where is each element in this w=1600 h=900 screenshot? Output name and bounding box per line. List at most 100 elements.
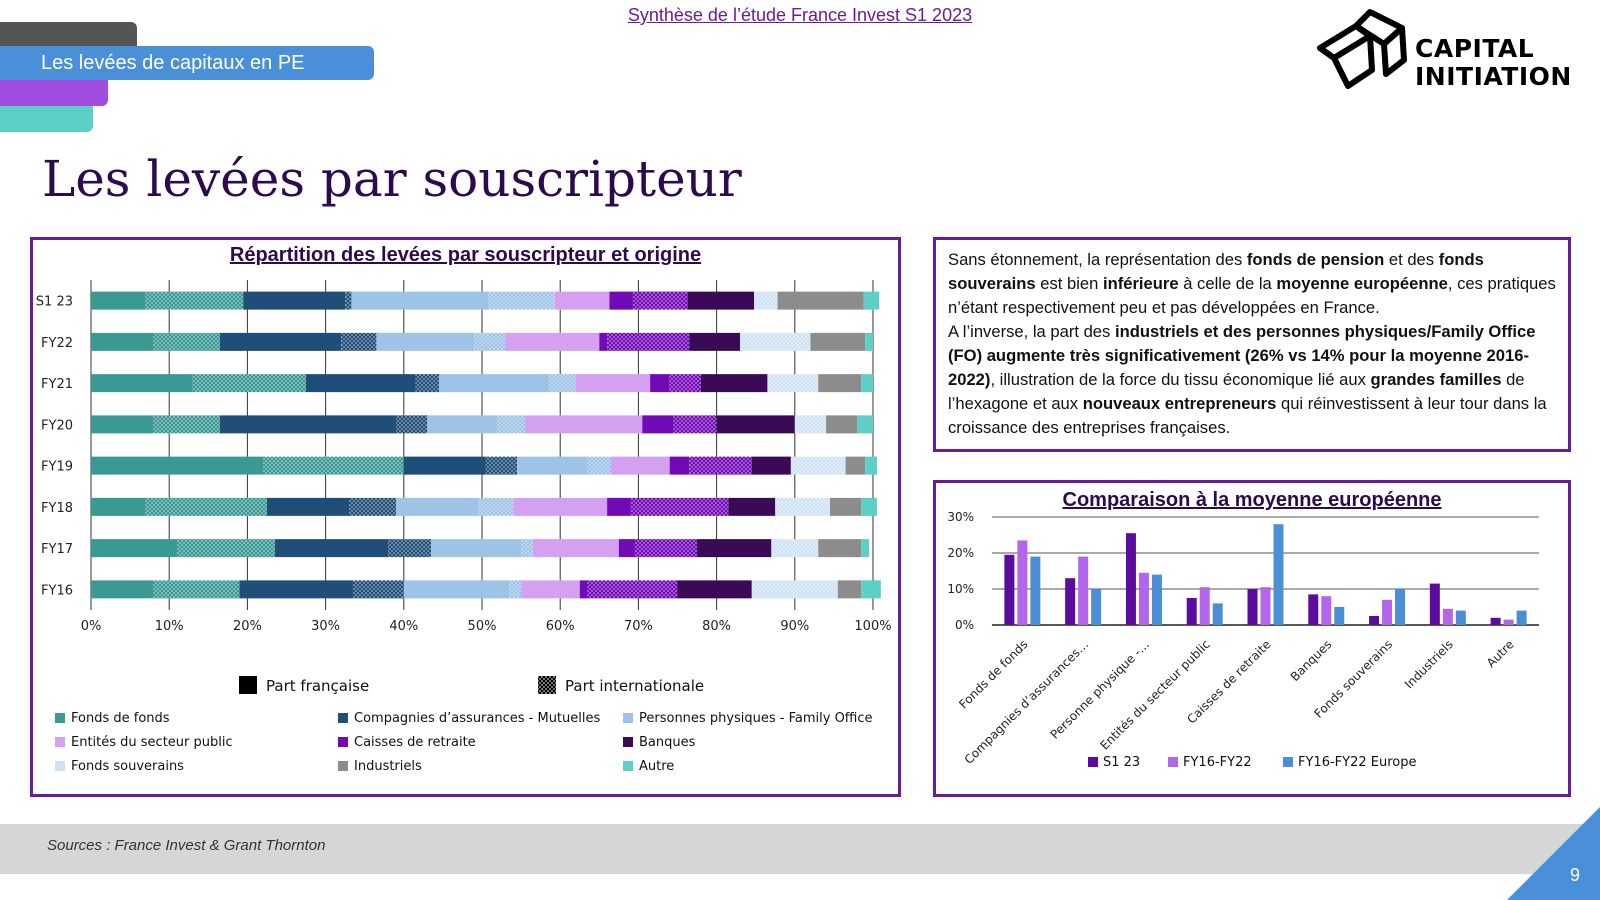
origin-legend-label: Part française: [266, 677, 369, 695]
bar-segment: [91, 539, 178, 558]
comparison-bar: [1382, 599, 1393, 625]
commentary-paragraph-1: Sans étonnement, la représentation des f…: [948, 248, 1558, 320]
bar-segment: [794, 415, 827, 434]
y-category-label: FY18: [41, 501, 73, 516]
section-tab: Les levées de capitaux en PE: [0, 46, 374, 80]
comparison-bar: [1151, 574, 1162, 625]
comparison-legend-swatch: [1283, 757, 1293, 767]
logo-text: CAPITAL INITIATION: [1415, 34, 1572, 91]
bar-segment: [609, 291, 633, 310]
bar-segment: [431, 539, 522, 558]
bar-segment: [861, 539, 870, 558]
comparison-bar: [1260, 587, 1271, 625]
comparison-bar: [1490, 617, 1501, 625]
comparison-legend-label: FY16-FY22 Europe: [1298, 755, 1416, 770]
bar-segment: [845, 456, 866, 475]
commentary-text: grandes familles: [1370, 370, 1502, 389]
comparison-chart-title: Comparaison à la moyenne européenne: [1062, 489, 1442, 511]
bar-segment: [352, 580, 404, 599]
bar-segment: [818, 539, 862, 558]
bar-segment: [775, 497, 830, 516]
x-category-label: Industriels: [1402, 637, 1456, 691]
x-tick-label: 30%: [311, 619, 340, 634]
commentary-panel: Sans étonnement, la représentation des f…: [933, 237, 1571, 452]
bar-segment: [857, 415, 873, 434]
bar-segment: [669, 374, 701, 393]
series-legend-label: Autre: [639, 759, 674, 774]
bar-segment: [771, 539, 819, 558]
commentary-text: , ces pratiques n’étant respectivement p…: [948, 274, 1556, 317]
series-legend-swatch: [55, 713, 65, 723]
y-tick-label: 0%: [955, 618, 974, 632]
comparison-legend-swatch: [1168, 757, 1178, 767]
capital-initiation-logo: CAPITAL INITIATION: [1312, 8, 1592, 91]
bar-segment: [177, 539, 275, 558]
bar-segment: [395, 497, 479, 516]
bar-segment: [810, 332, 866, 351]
bar-segment: [863, 291, 880, 310]
bar-segment: [478, 497, 514, 516]
bar-segment: [474, 332, 506, 351]
bar-segment: [91, 497, 146, 516]
bar-segment: [861, 374, 873, 393]
section-label: Les levées de capitaux en PE: [41, 52, 305, 74]
bar-segment: [826, 415, 858, 434]
x-tick-label: 10%: [155, 619, 184, 634]
bar-segment: [829, 497, 862, 516]
stacked-bar-chart: 0% 10% 20% 30% 40% 50% 60% 70% 80% 90% 100% S1 23 FY…: [36, 280, 892, 774]
bar-segment: [687, 291, 755, 310]
series-legend-label: Banques: [639, 735, 696, 750]
bar-segment: [587, 580, 678, 599]
bar-segment: [599, 332, 608, 351]
bar-segment: [388, 539, 432, 558]
bar-segment: [634, 539, 698, 558]
bar-segment: [861, 497, 877, 516]
comparison-bar: [1186, 598, 1197, 625]
bar-segment: [630, 497, 729, 516]
comparison-bar: [1017, 540, 1028, 625]
bar-segment: [632, 291, 688, 310]
bar-segment: [689, 456, 752, 475]
x-tick-label: 90%: [780, 619, 809, 634]
bar-segment: [554, 291, 610, 310]
x-tick-label: 50%: [468, 619, 497, 634]
bar-segment: [415, 374, 439, 393]
bar-segment: [837, 580, 862, 599]
bar-segment: [513, 497, 608, 516]
bar-segment: [220, 415, 396, 434]
series-legend-label: Fonds de fonds: [71, 711, 170, 726]
bar-segment: [263, 456, 404, 475]
origin-legend-label: Part internationale: [565, 677, 704, 695]
comparison-bar: [1455, 610, 1466, 625]
x-tick-label: 40%: [389, 619, 418, 634]
x-category-label: Compagnies d’assurances…: [962, 637, 1092, 767]
series-legend-label: Personnes physiques - Family Office: [639, 711, 873, 726]
bar-segment: [145, 497, 267, 516]
y-category-label: FY17: [41, 542, 73, 557]
bar-segment: [306, 374, 416, 393]
series-legend-label: Entités du secteur public: [71, 735, 233, 750]
y-category-label: FY19: [41, 460, 73, 475]
comparison-panel: Comparaison à la moyenne européenne 0% 10…: [933, 480, 1571, 797]
bar-segment: [349, 497, 396, 516]
header-title: Synthèse de l’étude France Invest S1 202…: [627, 5, 973, 25]
y-category-label: FY16: [41, 583, 73, 598]
origin-legend-swatch: [239, 676, 257, 694]
section-tab-teal: [0, 106, 93, 132]
bar-segment: [153, 415, 221, 434]
bar-segment: [650, 374, 670, 393]
origin-legend-swatch: [538, 676, 556, 694]
comparison-bar: [1212, 603, 1223, 625]
comparison-bar: [1030, 556, 1041, 625]
series-legend-swatch: [623, 713, 633, 723]
bar-segment: [345, 291, 352, 310]
bar-segment: [497, 415, 526, 434]
commentary-text: nouveaux entrepreneurs: [1082, 394, 1277, 413]
bar-segment: [91, 415, 154, 434]
bar-segment: [517, 456, 588, 475]
comparison-bar: [1321, 596, 1332, 625]
bar-segment: [669, 456, 690, 475]
comparison-bar: [1334, 607, 1345, 625]
bar-segment: [341, 332, 377, 351]
